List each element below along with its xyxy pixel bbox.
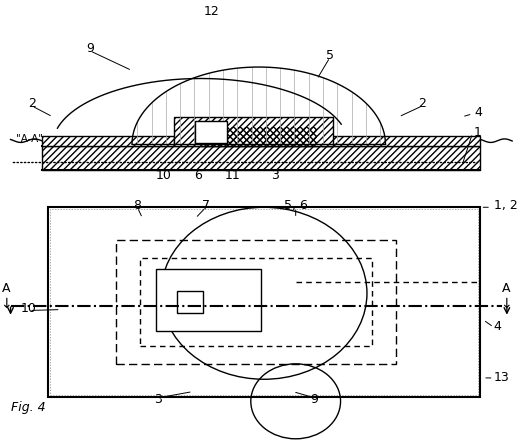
Text: Fig. 4: Fig. 4 <box>11 401 45 415</box>
Text: 4: 4 <box>494 320 502 333</box>
Text: 3: 3 <box>155 392 162 406</box>
Bar <box>201 127 317 146</box>
Text: "A-A": "A-A" <box>16 134 43 144</box>
Bar <box>42 146 480 170</box>
Bar <box>140 258 372 346</box>
Text: 5: 5 <box>326 49 334 62</box>
Text: 7: 7 <box>202 198 210 212</box>
Bar <box>42 146 480 170</box>
Bar <box>42 136 174 146</box>
Text: ↓: ↓ <box>1 297 12 311</box>
Text: 4: 4 <box>474 106 482 119</box>
Bar <box>195 121 227 143</box>
Bar <box>201 127 317 146</box>
Bar <box>174 117 333 146</box>
Bar <box>48 207 480 397</box>
Text: A: A <box>2 282 11 295</box>
Text: 1, 2: 1, 2 <box>494 198 517 212</box>
Text: 9: 9 <box>310 392 318 406</box>
Text: 10: 10 <box>21 302 37 315</box>
Text: 2: 2 <box>419 97 426 110</box>
Bar <box>116 240 396 364</box>
Text: A: A <box>502 282 510 295</box>
Bar <box>322 136 480 146</box>
Text: 2: 2 <box>28 97 35 110</box>
Text: 9: 9 <box>86 42 93 55</box>
Text: 11: 11 <box>224 169 240 182</box>
Text: 6: 6 <box>194 169 202 182</box>
Bar <box>50 209 478 395</box>
Text: 3: 3 <box>271 169 278 182</box>
Bar <box>156 269 261 331</box>
Text: 12: 12 <box>203 4 219 18</box>
Bar <box>177 291 203 313</box>
Bar <box>322 136 480 146</box>
Text: 8: 8 <box>133 198 142 212</box>
Bar <box>174 117 333 146</box>
Bar <box>42 136 174 146</box>
Text: 10: 10 <box>156 169 172 182</box>
Text: 13: 13 <box>494 370 510 384</box>
Text: 1: 1 <box>474 126 482 139</box>
Text: 5, 6: 5, 6 <box>284 198 308 212</box>
Text: ↓: ↓ <box>500 297 512 311</box>
